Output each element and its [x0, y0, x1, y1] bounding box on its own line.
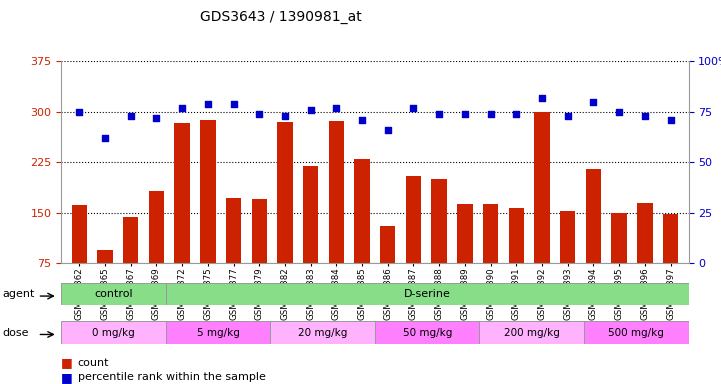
- Text: dose: dose: [2, 328, 29, 338]
- Bar: [508, 208, 524, 313]
- Text: ■: ■: [61, 356, 73, 369]
- Text: GDS3643 / 1390981_at: GDS3643 / 1390981_at: [200, 10, 362, 23]
- Text: 50 mg/kg: 50 mg/kg: [402, 328, 452, 338]
- Point: [459, 111, 471, 117]
- Point: [536, 94, 548, 101]
- Text: percentile rank within the sample: percentile rank within the sample: [78, 372, 266, 382]
- Text: agent: agent: [2, 289, 35, 299]
- Bar: [560, 211, 575, 313]
- Bar: [200, 120, 216, 313]
- Point: [510, 111, 522, 117]
- Point: [588, 99, 599, 105]
- Point: [305, 107, 317, 113]
- Text: 5 mg/kg: 5 mg/kg: [197, 328, 239, 338]
- Text: D-serine: D-serine: [404, 289, 451, 299]
- Bar: [663, 214, 678, 313]
- Text: 200 mg/kg: 200 mg/kg: [504, 328, 559, 338]
- Point: [125, 113, 136, 119]
- Bar: [611, 213, 627, 313]
- Bar: [278, 122, 293, 313]
- Bar: [584, 321, 689, 344]
- Point: [485, 111, 496, 117]
- Text: 0 mg/kg: 0 mg/kg: [92, 328, 135, 338]
- Bar: [637, 202, 653, 313]
- Point: [74, 109, 85, 115]
- Point: [614, 109, 625, 115]
- Bar: [534, 112, 549, 313]
- Point: [562, 113, 573, 119]
- Text: ■: ■: [61, 371, 73, 384]
- Point: [665, 117, 676, 123]
- Bar: [252, 199, 267, 313]
- Bar: [166, 283, 689, 305]
- Point: [254, 111, 265, 117]
- Bar: [149, 191, 164, 313]
- Text: 20 mg/kg: 20 mg/kg: [298, 328, 348, 338]
- Bar: [483, 204, 498, 313]
- Text: control: control: [94, 289, 133, 299]
- Point: [407, 105, 419, 111]
- Bar: [585, 169, 601, 313]
- Text: count: count: [78, 358, 110, 368]
- Point: [356, 117, 368, 123]
- Point: [279, 113, 291, 119]
- Bar: [375, 321, 479, 344]
- Point: [331, 105, 342, 111]
- Point: [202, 101, 213, 107]
- Bar: [354, 159, 370, 313]
- Bar: [406, 175, 421, 313]
- Point: [639, 113, 650, 119]
- Bar: [174, 123, 190, 313]
- Text: 500 mg/kg: 500 mg/kg: [609, 328, 664, 338]
- Point: [151, 115, 162, 121]
- Bar: [97, 250, 112, 313]
- Point: [433, 111, 445, 117]
- Bar: [270, 321, 375, 344]
- Bar: [61, 283, 166, 305]
- Point: [382, 127, 394, 133]
- Point: [99, 135, 111, 141]
- Bar: [303, 166, 319, 313]
- Point: [177, 105, 188, 111]
- Bar: [431, 179, 447, 313]
- Bar: [457, 204, 472, 313]
- Bar: [226, 198, 242, 313]
- Bar: [329, 121, 344, 313]
- Bar: [380, 226, 396, 313]
- Bar: [123, 217, 138, 313]
- Bar: [71, 205, 87, 313]
- Bar: [479, 321, 584, 344]
- Bar: [61, 321, 166, 344]
- Point: [228, 101, 239, 107]
- Bar: [166, 321, 270, 344]
